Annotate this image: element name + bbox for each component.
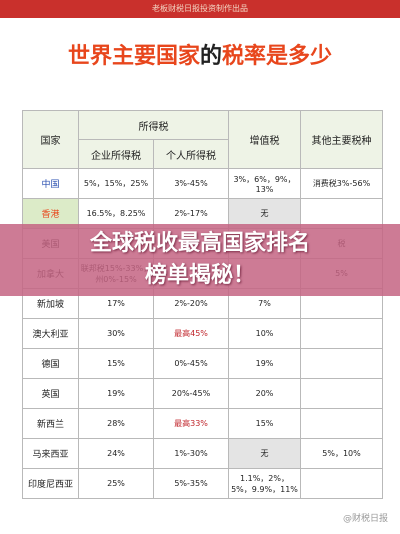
top-banner: 老板财税日报投资制作出品 (0, 0, 400, 18)
rate-cell: 10% (228, 318, 301, 349)
rate-cell: 2%-17% (153, 198, 229, 229)
header-cell: 国家 (22, 110, 79, 169)
rate-cell: 最高45% (153, 318, 229, 349)
table-row: 香港 16.5%，8.25% 2%-17% 无 (22, 198, 383, 229)
rate-cell (300, 408, 383, 439)
rate-cell: 无 (228, 438, 301, 469)
country-cell: 澳大利亚 (22, 318, 79, 349)
rate-cell (300, 318, 383, 349)
rate-cell: 15% (228, 408, 301, 439)
rate-cell: 3%-45% (153, 168, 229, 199)
country-cell: 马来西亚 (22, 438, 79, 469)
tax-table: 国家 所得税 增值税 其他主要税种 企业所得税 个人所得税 中国 5%，15%，2… (22, 110, 383, 499)
header-cell: 个人所得税 (153, 139, 229, 169)
rate-cell: 19% (78, 378, 154, 409)
rate-cell: 25% (78, 468, 154, 499)
country-cell: 英国 (22, 378, 79, 409)
header-cell: 其他主要税种 (300, 110, 383, 169)
rate-cell: 无 (228, 198, 301, 229)
table-row: 马来西亚 24% 1%-30% 无 5%，10% (22, 438, 383, 469)
rate-cell: 20%-45% (153, 378, 229, 409)
rate-cell (300, 378, 383, 409)
rate-cell: 5%，10% (300, 438, 383, 469)
table-row: 新西兰 28% 最高33% 15% (22, 408, 383, 439)
country-cell: 德国 (22, 348, 79, 379)
rate-cell: 28% (78, 408, 154, 439)
overlay-banner: 全球税收最高国家排名 榜单揭秘！ (0, 224, 400, 296)
rate-cell (300, 198, 383, 229)
rate-cell (300, 468, 383, 499)
table-row: 印度尼西亚 25% 5%-35% 1.1%，2%，5%，9.9%，11% (22, 468, 383, 499)
rate-cell: 3%，6%，9%，13% (228, 168, 301, 199)
header-cell: 所得税 (78, 110, 229, 140)
table-row: 澳大利亚 30% 最高45% 10% (22, 318, 383, 349)
table-row: 英国 19% 20%-45% 20% (22, 378, 383, 409)
title-text: 的 (199, 44, 222, 69)
rate-cell: 消费税3%-56% (300, 168, 383, 199)
rate-cell (300, 348, 383, 379)
table-row: 德国 15% 0%-45% 19% (22, 348, 383, 379)
title: 世界主要国家的税率是多少 (0, 38, 400, 70)
overlay-text: 榜单揭秘！ (144, 263, 255, 288)
rate-cell: 24% (78, 438, 154, 469)
header-cell: 增值税 (228, 110, 301, 169)
country-cell: 中国 (22, 168, 79, 199)
rate-cell: 0%-45% (153, 348, 229, 379)
title-text: 世界主要国家 (67, 44, 200, 69)
title-text: 税率是多少 (222, 44, 333, 69)
overlay-text: 全球税收最高国家排名 (89, 231, 310, 256)
rate-cell: 20% (228, 378, 301, 409)
country-cell: 印度尼西亚 (22, 468, 79, 499)
country-cell: 新西兰 (22, 408, 79, 439)
header-cell: 企业所得税 (78, 139, 154, 169)
rate-cell: 15% (78, 348, 154, 379)
table-body: 中国 5%，15%，25% 3%-45% 3%，6%，9%，13% 消费税3%-56% 香… (22, 168, 383, 499)
rate-cell: 5%-35% (153, 468, 229, 499)
rate-cell: 30% (78, 318, 154, 349)
rate-cell: 1.1%，2%，5%，9.9%，11% (228, 468, 301, 499)
rate-cell: 1%-30% (153, 438, 229, 469)
country-cell: 香港 (22, 198, 79, 229)
rate-cell: 19% (228, 348, 301, 379)
watermark: @财税日报 (342, 514, 388, 524)
table-row: 中国 5%，15%，25% 3%-45% 3%，6%，9%，13% 消费税3%-56% (22, 168, 383, 199)
rate-cell: 最高33% (153, 408, 229, 439)
rate-cell: 5%，15%，25% (78, 168, 154, 199)
